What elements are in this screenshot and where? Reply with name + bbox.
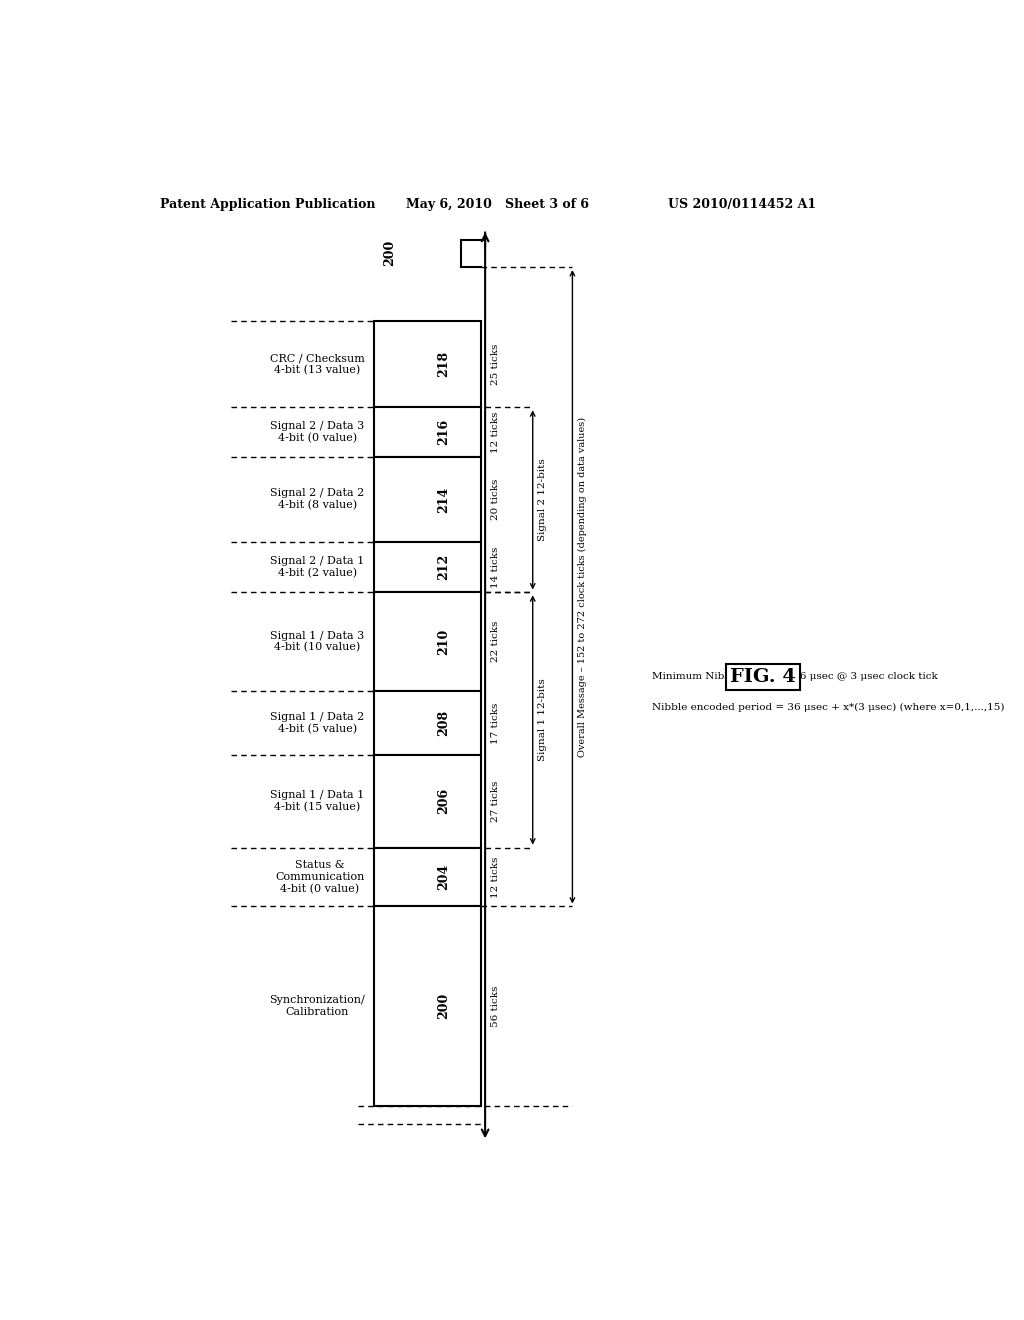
Bar <box>374 847 481 907</box>
Text: 206: 206 <box>437 788 451 814</box>
Text: US 2010/0114452 A1: US 2010/0114452 A1 <box>668 198 816 211</box>
Text: 214: 214 <box>437 486 451 512</box>
Text: 200: 200 <box>437 993 451 1019</box>
Text: 216: 216 <box>437 420 451 445</box>
Text: CRC / Checksum
4-bit (13 value): CRC / Checksum 4-bit (13 value) <box>269 354 365 375</box>
Bar <box>374 755 481 847</box>
Text: Status &
Communication
4-bit (0 value): Status & Communication 4-bit (0 value) <box>275 861 365 894</box>
Text: Signal 1 / Data 3
4-bit (10 value): Signal 1 / Data 3 4-bit (10 value) <box>270 631 365 652</box>
Text: 210: 210 <box>437 628 451 655</box>
Text: 22 ticks: 22 ticks <box>492 620 501 663</box>
Text: Signal 2 / Data 1
4-bit (2 value): Signal 2 / Data 1 4-bit (2 value) <box>270 556 365 578</box>
Text: 218: 218 <box>437 351 451 378</box>
Text: 204: 204 <box>437 863 451 890</box>
Text: 20 ticks: 20 ticks <box>492 479 501 520</box>
Text: Signal 2 12-bits: Signal 2 12-bits <box>539 458 547 541</box>
Bar <box>374 690 481 755</box>
Bar <box>374 408 481 457</box>
Bar <box>374 593 481 690</box>
Text: Signal 2 / Data 3
4-bit (0 value): Signal 2 / Data 3 4-bit (0 value) <box>270 421 365 444</box>
Bar <box>374 907 481 1106</box>
Text: Synchronization/
Calibration: Synchronization/ Calibration <box>268 995 365 1016</box>
Text: Signal 2 / Data 2
4-bit (8 value): Signal 2 / Data 2 4-bit (8 value) <box>270 488 365 511</box>
Text: Overall Message – 152 to 272 clock ticks (depending on data values): Overall Message – 152 to 272 clock ticks… <box>578 417 587 756</box>
Text: 12 ticks: 12 ticks <box>492 857 501 898</box>
Text: 200: 200 <box>383 240 396 267</box>
Text: FIG. 4: FIG. 4 <box>730 668 796 686</box>
Text: 25 ticks: 25 ticks <box>492 343 501 385</box>
Text: Nibble encoded period = 36 μsec + x*(3 μsec) (where x=0,1,...,15): Nibble encoded period = 36 μsec + x*(3 μ… <box>652 702 1005 711</box>
Text: 56 ticks: 56 ticks <box>492 986 501 1027</box>
Text: Signal 1 / Data 2
4-bit (5 value): Signal 1 / Data 2 4-bit (5 value) <box>270 711 365 734</box>
Text: 212: 212 <box>437 554 451 579</box>
Text: Patent Application Publication: Patent Application Publication <box>160 198 375 211</box>
Bar <box>374 541 481 593</box>
Text: Signal 1 12-bits: Signal 1 12-bits <box>539 678 547 762</box>
Text: 208: 208 <box>437 710 451 737</box>
Text: May 6, 2010   Sheet 3 of 6: May 6, 2010 Sheet 3 of 6 <box>406 198 589 211</box>
Text: 27 ticks: 27 ticks <box>492 780 501 822</box>
Text: Signal 1 / Data 1
4-bit (15 value): Signal 1 / Data 1 4-bit (15 value) <box>270 791 365 812</box>
Text: 14 ticks: 14 ticks <box>492 546 501 587</box>
Text: Minimum Nibble period = 36 μsec @ 3 μsec clock tick: Minimum Nibble period = 36 μsec @ 3 μsec… <box>652 672 938 681</box>
Bar <box>374 457 481 541</box>
Text: 12 ticks: 12 ticks <box>492 412 501 453</box>
Text: 17 ticks: 17 ticks <box>492 702 501 743</box>
Bar <box>374 321 481 408</box>
